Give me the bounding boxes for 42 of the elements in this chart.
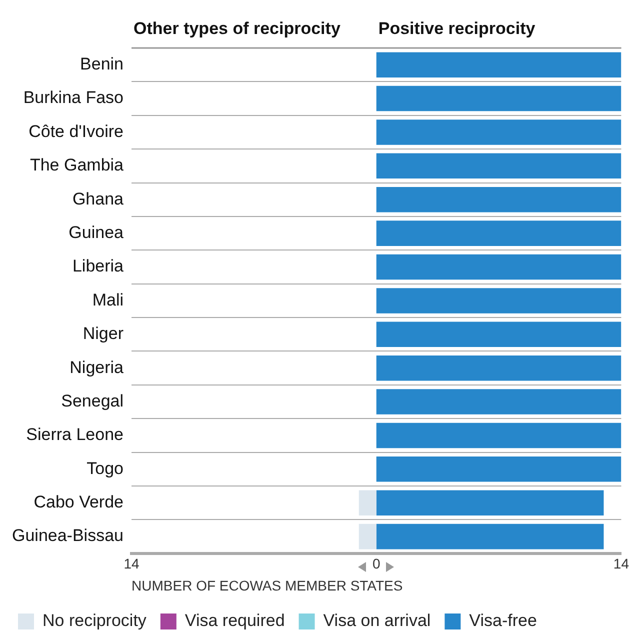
bar	[376, 389, 622, 414]
bar	[376, 86, 622, 112]
bar	[376, 254, 622, 280]
bar	[376, 220, 622, 246]
bar	[358, 490, 376, 516]
y-tick-label: Mali	[92, 290, 124, 310]
bar	[376, 524, 604, 550]
y-tick-label: Nigeria	[70, 358, 124, 377]
bar	[376, 456, 622, 482]
legend-label: Visa-free	[469, 611, 537, 630]
legend-label: No reciprocity	[42, 611, 147, 630]
bar	[376, 422, 622, 448]
legend-label: Visa required	[184, 611, 285, 630]
y-tick-label: Guinea	[68, 223, 124, 242]
y-tick-label: Côte d'Ivoire	[28, 122, 124, 141]
bar	[376, 322, 622, 348]
y-tick-label: Burkina Faso	[23, 88, 124, 108]
x-axis-title: NUMBER OF ECOWAS MEMBER STATES	[132, 577, 403, 594]
y-tick-label: Benin	[80, 54, 124, 74]
y-tick-label: Sierra Leone	[26, 425, 124, 444]
x-tick-label: 14	[124, 556, 140, 572]
legend-label: Visa on arrival	[323, 611, 431, 630]
bar	[376, 52, 622, 78]
bar	[376, 355, 622, 381]
text: Other types of reciprocity	[134, 19, 341, 38]
text: Positive reciprocity	[378, 19, 536, 38]
y-tick-label: Niger	[82, 324, 124, 344]
y-tick-label: Ghana	[72, 189, 124, 208]
x-tick-label: 14	[613, 556, 630, 572]
y-tick-label: Senegal	[61, 391, 124, 410]
y-tick-label: Togo	[86, 458, 124, 478]
y-tick-label: Cabo Verde	[34, 492, 124, 512]
bar	[376, 490, 604, 516]
bar	[376, 153, 622, 179]
y-tick-label: The Gambia	[30, 156, 124, 175]
bar	[376, 186, 622, 212]
bar	[376, 288, 622, 314]
x-tick-label: 0	[372, 556, 380, 572]
y-tick-label: Liberia	[72, 256, 124, 276]
bar	[358, 524, 376, 550]
y-tick-label: Guinea-Bissau	[12, 526, 124, 546]
bar	[376, 120, 622, 145]
